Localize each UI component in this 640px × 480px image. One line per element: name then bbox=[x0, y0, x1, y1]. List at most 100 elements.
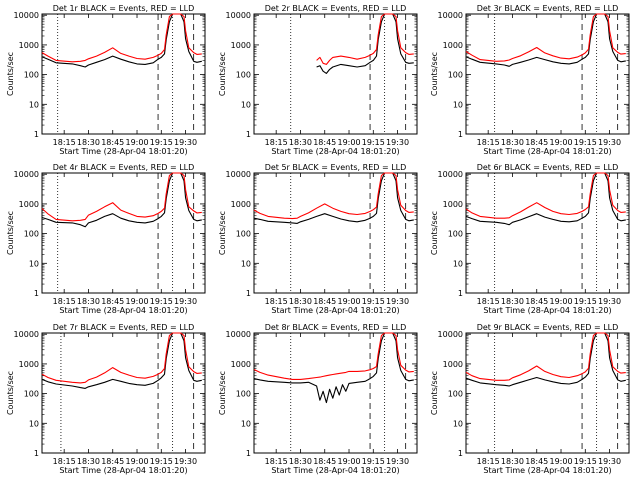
x-tick-label: 18:30 bbox=[501, 457, 524, 466]
series-line-events bbox=[253, 332, 414, 404]
x-tick-label: 19:15 bbox=[362, 297, 385, 306]
chart-panel-3: Det 3r BLACK = Events, RED = LLD 1 10 100 10… bbox=[430, 4, 630, 156]
y-tick-label: 10 bbox=[29, 100, 39, 109]
series-line-events bbox=[465, 13, 626, 67]
y-tick-label: 100 bbox=[24, 71, 39, 80]
plot-frame bbox=[253, 13, 418, 135]
x-tick-label: 19:00 bbox=[337, 297, 360, 306]
y-tick-label: 10000 bbox=[226, 330, 251, 339]
y-tick-label: 100 bbox=[24, 390, 39, 399]
chart-panel-4: Det 4r BLACK = Events, RED = LLD 1 10 100 10… bbox=[6, 163, 206, 315]
series-line-lld bbox=[41, 13, 202, 63]
series-line-events bbox=[41, 332, 202, 389]
x-tick-label: 19:00 bbox=[125, 297, 148, 306]
series-line-lld bbox=[253, 332, 414, 380]
plot-frame bbox=[465, 332, 630, 454]
chart-title: Det 1r BLACK = Events, RED = LLD bbox=[53, 4, 195, 13]
y-tick-label: 1 bbox=[458, 449, 463, 458]
chart-title: Det 9r BLACK = Events, RED = LLD bbox=[477, 323, 619, 332]
x-tick-label: 19:30 bbox=[386, 138, 409, 147]
chart-panel-6: Det 6r BLACK = Events, RED = LLD 1 10 100 10… bbox=[430, 163, 630, 315]
x-tick-label: 19:15 bbox=[574, 297, 597, 306]
x-axis-label: Start Time (28-Apr-04 18:01:20) bbox=[271, 306, 399, 315]
series-line-events bbox=[465, 332, 626, 387]
series-line-events bbox=[316, 13, 414, 74]
series-line-events bbox=[465, 172, 626, 226]
x-tick-label: 18:45 bbox=[525, 138, 548, 147]
y-axis-label: Counts/sec bbox=[218, 371, 227, 415]
x-tick-label: 18:30 bbox=[289, 297, 312, 306]
x-tick-label: 19:30 bbox=[598, 297, 621, 306]
y-tick-label: 1000 bbox=[443, 41, 463, 50]
y-tick-label: 1000 bbox=[19, 41, 39, 50]
y-tick-label: 10000 bbox=[226, 170, 251, 179]
x-tick-label: 18:45 bbox=[313, 457, 336, 466]
y-axis-label: Counts/sec bbox=[430, 371, 439, 415]
y-tick-label: 1000 bbox=[443, 360, 463, 369]
y-tick-label: 1 bbox=[458, 289, 463, 298]
y-tick-label: 100 bbox=[448, 71, 463, 80]
x-tick-label: 18:45 bbox=[101, 297, 124, 306]
x-axis-label: Start Time (28-Apr-04 18:01:20) bbox=[271, 147, 399, 156]
chart-panel-8: Det 8r BLACK = Events, RED = LLD 1 10 100 10… bbox=[218, 323, 418, 475]
y-tick-label: 100 bbox=[236, 390, 251, 399]
y-tick-label: 1 bbox=[458, 130, 463, 139]
y-tick-label: 10 bbox=[453, 259, 463, 268]
plot-frame bbox=[253, 172, 418, 294]
y-tick-label: 100 bbox=[448, 390, 463, 399]
chart-panel-7: Det 7r BLACK = Events, RED = LLD 1 10 100 10… bbox=[6, 323, 206, 475]
chart-title: Det 4r BLACK = Events, RED = LLD bbox=[53, 163, 195, 172]
x-tick-label: 18:30 bbox=[289, 138, 312, 147]
x-tick-label: 18:30 bbox=[501, 138, 524, 147]
x-axis-label: Start Time (28-Apr-04 18:01:20) bbox=[483, 466, 611, 475]
x-tick-label: 19:15 bbox=[574, 457, 597, 466]
y-tick-label: 1000 bbox=[19, 200, 39, 209]
x-tick-label: 18:45 bbox=[101, 138, 124, 147]
x-tick-label: 18:30 bbox=[77, 138, 100, 147]
x-tick-label: 18:15 bbox=[53, 297, 76, 306]
chart-panel-9: Det 9r BLACK = Events, RED = LLD 1 10 100 10… bbox=[430, 323, 630, 475]
series-line-lld bbox=[465, 332, 626, 381]
x-tick-label: 19:30 bbox=[598, 457, 621, 466]
series-line-events bbox=[41, 172, 202, 228]
x-tick-label: 18:15 bbox=[477, 138, 500, 147]
x-axis-label: Start Time (28-Apr-04 18:01:20) bbox=[483, 147, 611, 156]
y-axis-label: Counts/sec bbox=[430, 211, 439, 255]
x-tick-label: 18:15 bbox=[53, 138, 76, 147]
series-line-lld bbox=[465, 172, 626, 219]
y-tick-label: 1 bbox=[34, 449, 39, 458]
chart-panel-2: Det 2r BLACK = Events, RED = LLD 1 10 100 10… bbox=[218, 4, 418, 156]
y-tick-label: 10000 bbox=[14, 170, 39, 179]
x-tick-label: 19:30 bbox=[598, 138, 621, 147]
y-tick-label: 1 bbox=[246, 289, 251, 298]
chart-title: Det 7r BLACK = Events, RED = LLD bbox=[53, 323, 195, 332]
chart-panel-5: Det 5r BLACK = Events, RED = LLD 1 10 100 10… bbox=[218, 163, 418, 315]
x-tick-label: 18:45 bbox=[101, 457, 124, 466]
x-tick-label: 19:30 bbox=[386, 297, 409, 306]
x-tick-label: 19:15 bbox=[362, 457, 385, 466]
x-tick-label: 18:45 bbox=[525, 297, 548, 306]
series-line-events bbox=[41, 13, 202, 68]
y-axis-label: Counts/sec bbox=[6, 371, 15, 415]
x-tick-label: 19:15 bbox=[150, 138, 173, 147]
x-tick-label: 18:15 bbox=[477, 457, 500, 466]
series-line-lld bbox=[253, 172, 414, 220]
x-tick-label: 18:30 bbox=[77, 297, 100, 306]
plot-frame bbox=[253, 332, 418, 454]
x-tick-label: 19:00 bbox=[125, 457, 148, 466]
x-tick-label: 19:30 bbox=[174, 457, 197, 466]
y-tick-label: 10000 bbox=[14, 330, 39, 339]
y-tick-label: 1 bbox=[34, 289, 39, 298]
y-tick-label: 10 bbox=[241, 100, 251, 109]
x-tick-label: 18:15 bbox=[265, 138, 288, 147]
y-tick-label: 10 bbox=[241, 419, 251, 428]
x-tick-label: 19:00 bbox=[125, 138, 148, 147]
x-tick-label: 18:30 bbox=[501, 297, 524, 306]
y-tick-label: 1000 bbox=[231, 41, 251, 50]
x-tick-label: 18:15 bbox=[477, 297, 500, 306]
x-tick-label: 18:45 bbox=[525, 457, 548, 466]
y-tick-label: 1 bbox=[246, 449, 251, 458]
plot-frame bbox=[41, 13, 206, 135]
y-tick-label: 10000 bbox=[226, 11, 251, 20]
